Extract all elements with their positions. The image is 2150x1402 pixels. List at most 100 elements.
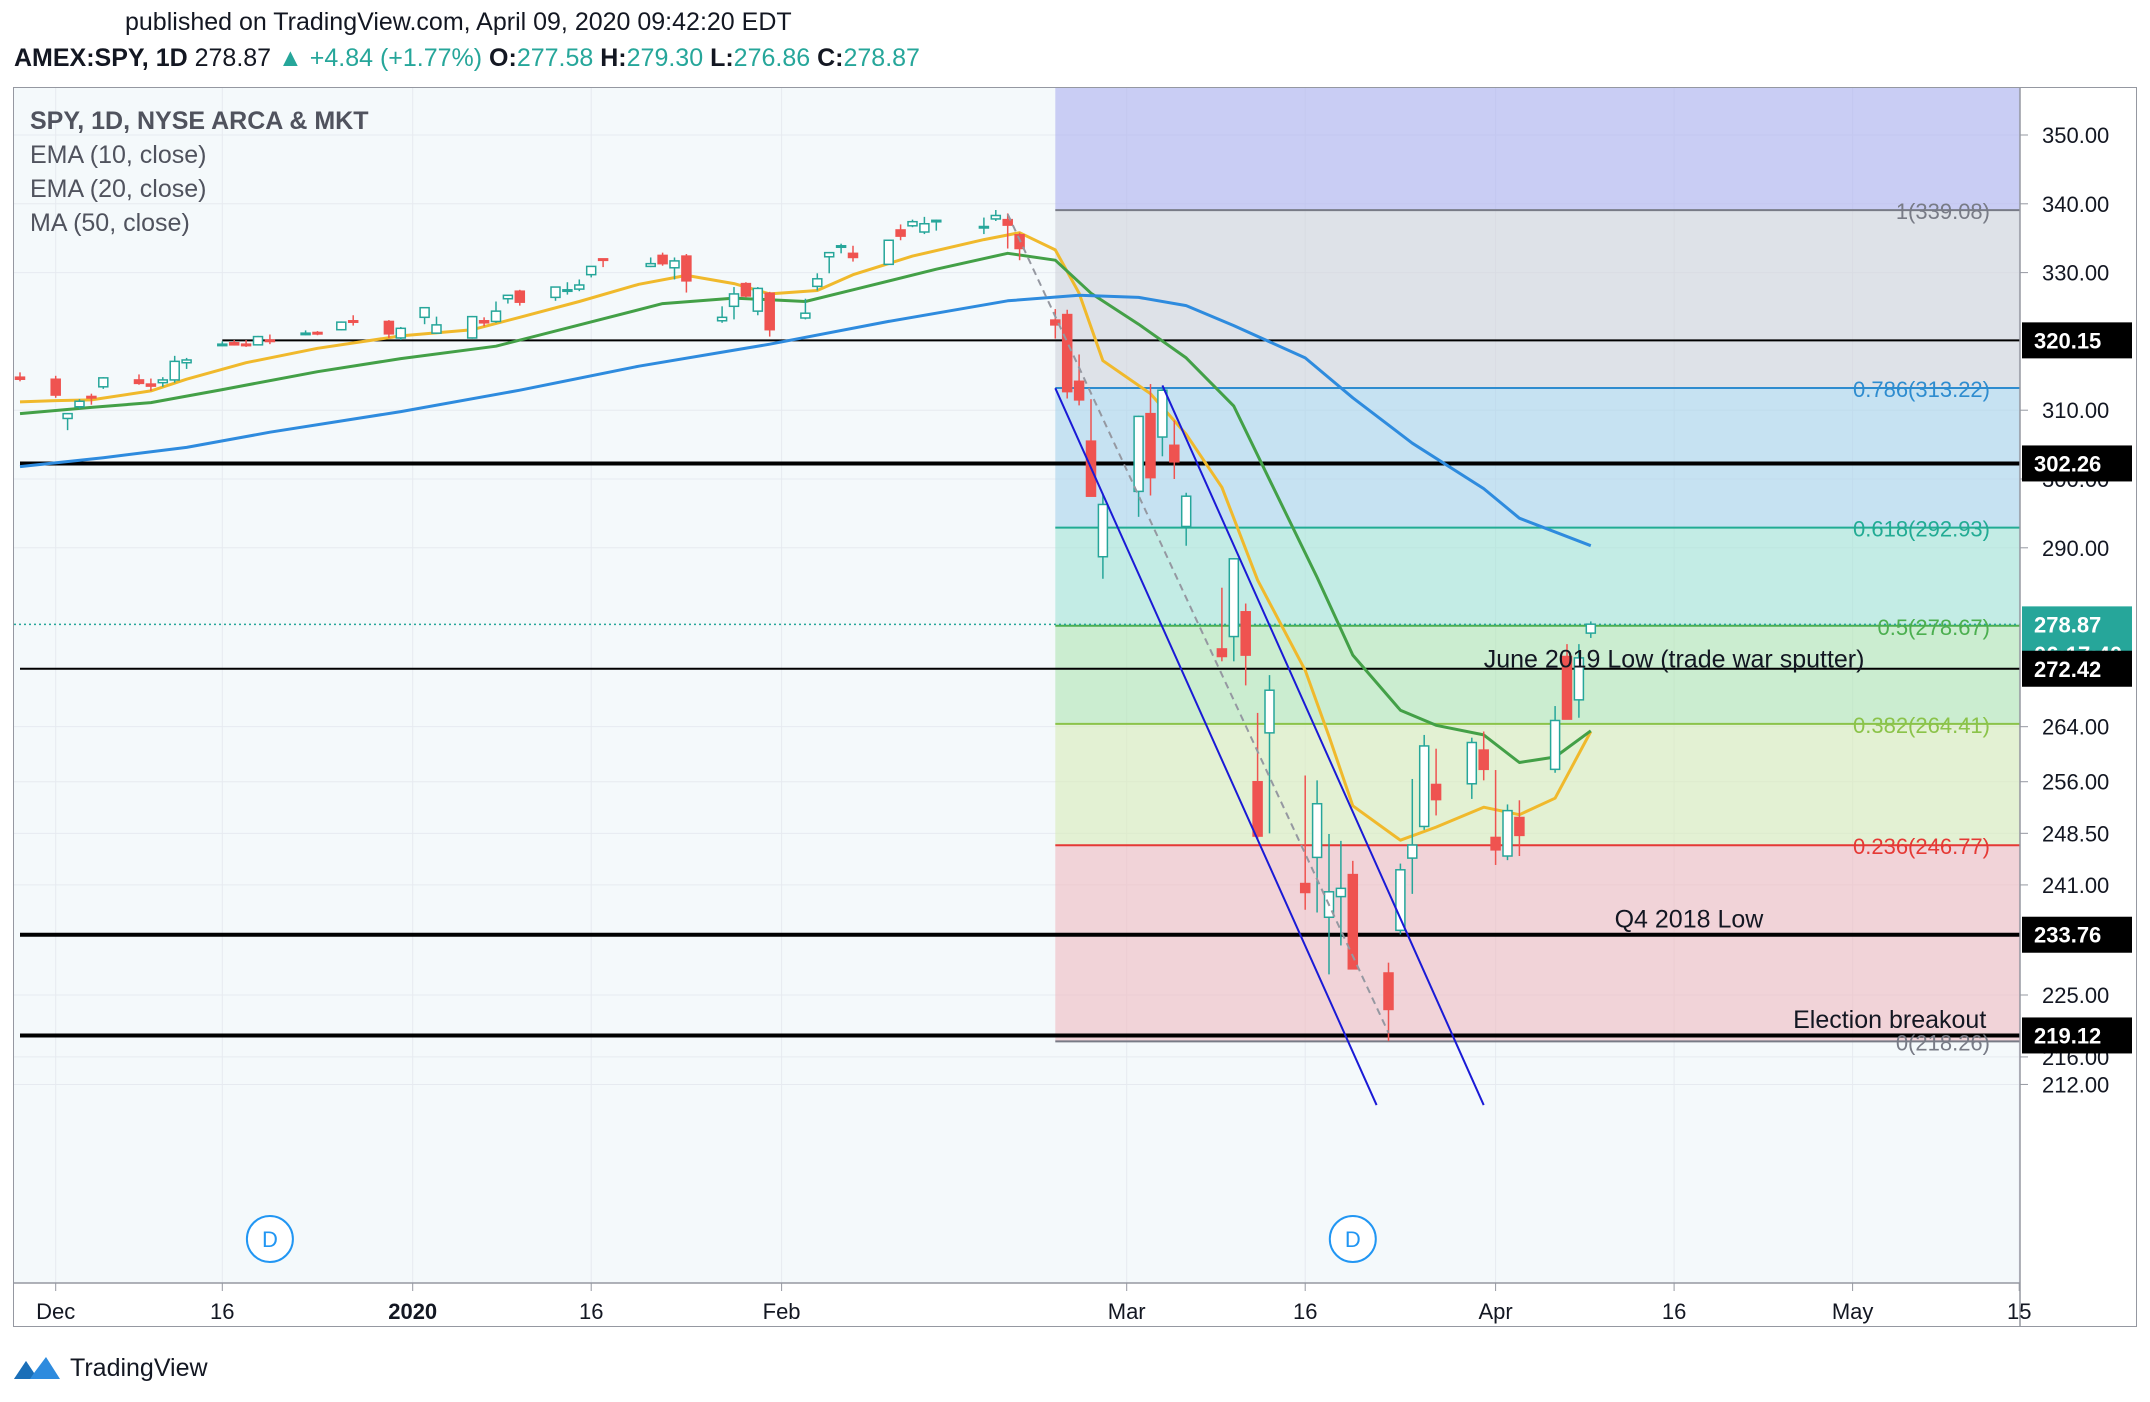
candle-body[interactable]	[1311, 802, 1323, 859]
candle-body[interactable]	[1240, 611, 1251, 656]
candle-body[interactable]	[931, 219, 942, 223]
candle-body[interactable]	[228, 342, 240, 346]
candle-body[interactable]	[883, 239, 894, 266]
tradingview-logo-icon[interactable]	[12, 1353, 62, 1383]
candle-body[interactable]	[1478, 749, 1489, 771]
candle-body[interactable]	[585, 265, 597, 276]
candle-body[interactable]	[681, 255, 692, 282]
candle-body[interactable]	[383, 320, 395, 335]
candle-body[interactable]	[835, 245, 847, 249]
candle-body[interactable]	[728, 293, 740, 308]
candle-body[interactable]	[50, 378, 61, 396]
candle-body[interactable]	[419, 306, 430, 319]
candle-body[interactable]	[1216, 648, 1228, 658]
candle-body[interactable]	[550, 286, 561, 299]
candle-body[interactable]	[240, 343, 252, 347]
candle-body[interactable]	[1061, 313, 1073, 393]
series-line-2[interactable]	[19, 293, 1592, 548]
candle-body[interactable]	[145, 383, 157, 387]
candle-body[interactable]	[478, 320, 490, 324]
candle-body[interactable]	[1050, 319, 1061, 326]
candle-body[interactable]	[574, 284, 585, 290]
candle-body[interactable]	[181, 359, 192, 364]
candle-body[interactable]	[919, 223, 930, 233]
candle-body[interactable]	[312, 331, 323, 335]
candle-body[interactable]	[1002, 218, 1013, 226]
trend-line-0[interactable]	[1054, 387, 1378, 1106]
candle-body[interactable]	[1395, 869, 1406, 932]
candle-body[interactable]	[490, 310, 502, 323]
candle-body[interactable]	[466, 315, 478, 339]
candle-body[interactable]	[157, 379, 169, 384]
legend-ma50[interactable]: MA (50, close)	[30, 209, 190, 237]
candle-body[interactable]	[1561, 655, 1573, 720]
candle-body[interactable]	[800, 312, 811, 319]
candle-body[interactable]	[740, 282, 752, 297]
candle-body[interactable]	[133, 379, 145, 385]
fib-retracement[interactable]	[1055, 87, 2020, 1043]
tradingview-brand[interactable]: TradingView	[70, 1353, 208, 1382]
candle-body[interactable]	[847, 252, 859, 259]
candle-body[interactable]	[1585, 623, 1597, 634]
candle-body[interactable]	[752, 287, 764, 312]
candle-body[interactable]	[895, 229, 906, 237]
candle-body[interactable]	[300, 332, 311, 336]
candle-body[interactable]	[1383, 972, 1394, 1011]
candle-body[interactable]	[990, 214, 1002, 220]
candle-body[interactable]	[657, 254, 668, 265]
candle-body[interactable]	[1347, 873, 1359, 970]
candle-body[interactable]	[514, 290, 526, 303]
candle-body[interactable]	[1264, 689, 1275, 734]
trend-line-1[interactable]	[1161, 385, 1485, 1106]
candle-body[interactable]	[62, 412, 73, 420]
candle-body[interactable]	[1430, 783, 1442, 801]
candle-body[interactable]	[1299, 882, 1311, 894]
candle-body[interactable]	[1514, 816, 1525, 837]
trend-line-2[interactable]	[1006, 213, 1390, 1034]
candle-body[interactable]	[347, 320, 359, 324]
candle-body[interactable]	[1133, 415, 1144, 493]
candle-body[interactable]	[1549, 719, 1561, 771]
candle-body[interactable]	[1502, 809, 1513, 857]
legend-ema10[interactable]: EMA (10, close)	[30, 141, 207, 169]
candle-body[interactable]	[86, 395, 97, 399]
candle-body[interactable]	[1157, 389, 1168, 438]
candle-body[interactable]	[1490, 836, 1501, 851]
candle-body[interactable]	[823, 251, 835, 258]
candle-body[interactable]	[1418, 745, 1430, 828]
candle-body[interactable]	[252, 335, 264, 346]
candle-body[interactable]	[1252, 780, 1263, 837]
candle-body[interactable]	[907, 220, 918, 227]
candle-body[interactable]	[1573, 657, 1585, 701]
candle-body[interactable]	[502, 294, 514, 300]
candle-body[interactable]	[1407, 844, 1418, 859]
candle-body[interactable]	[669, 260, 680, 269]
series-line-0[interactable]	[19, 231, 1593, 842]
candle-body[interactable]	[1097, 503, 1109, 558]
candle-body[interactable]	[597, 258, 609, 262]
candle-body[interactable]	[395, 327, 407, 339]
candle-body[interactable]	[812, 278, 823, 288]
candle-body[interactable]	[1466, 741, 1478, 785]
dividend-marker[interactable]	[245, 1215, 294, 1263]
candle-body[interactable]	[716, 316, 728, 322]
candle-body[interactable]	[1228, 558, 1240, 638]
candle-body[interactable]	[645, 262, 656, 268]
candle-body[interactable]	[14, 376, 26, 380]
candle-body[interactable]	[74, 400, 85, 408]
candle-body[interactable]	[764, 292, 775, 331]
candle-body[interactable]	[1335, 887, 1347, 898]
candle-body[interactable]	[1180, 495, 1192, 528]
series-line-1[interactable]	[19, 251, 1592, 764]
dividend-marker[interactable]	[1328, 1215, 1377, 1263]
candle-body[interactable]	[1169, 444, 1180, 463]
candle-body[interactable]	[217, 343, 228, 347]
candle-body[interactable]	[169, 360, 180, 381]
candle-body[interactable]	[98, 377, 109, 388]
candle-body[interactable]	[1073, 380, 1085, 401]
candle-body[interactable]	[431, 324, 442, 334]
candle-body[interactable]	[562, 289, 573, 293]
candle-body[interactable]	[978, 225, 990, 229]
chart-frame[interactable]	[13, 87, 2137, 1327]
